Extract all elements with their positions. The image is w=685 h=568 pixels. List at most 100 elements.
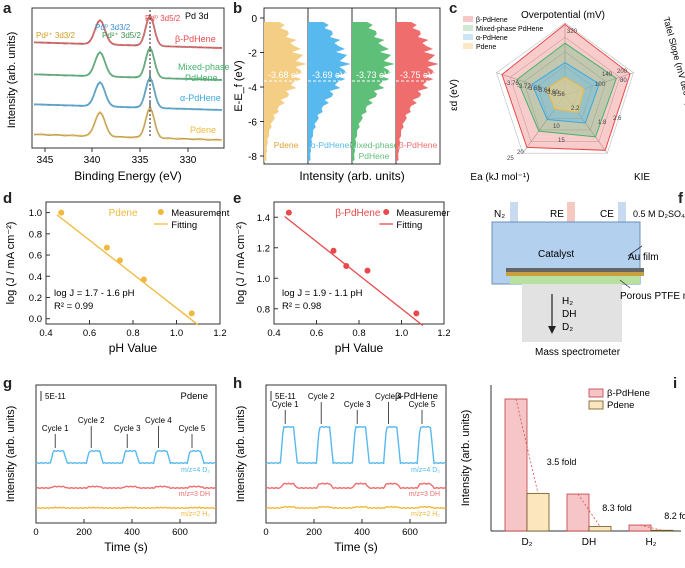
y-axis-label: log (J / mA cm⁻²) xyxy=(5,222,17,305)
data-point xyxy=(103,244,110,251)
y-tick-label: -2 xyxy=(248,49,257,60)
y-tick-label: 1.0 xyxy=(257,274,270,285)
x-axis-label: Time (s) xyxy=(104,540,148,554)
cycle-label: Cycle 2 xyxy=(78,416,105,425)
panel-label: h xyxy=(233,375,243,392)
ptfe-membrane xyxy=(510,276,640,284)
radar-tick-label: -3.64 xyxy=(537,88,551,94)
band-name: Mixed-phase xyxy=(350,140,399,150)
radar-tick-label: 100 xyxy=(595,82,606,88)
gas-label: DH xyxy=(562,309,576,320)
panel-c: c 320 80 100 2.2 1.8 10 15 -3.72 -3.68 -3.64 -3.60… xyxy=(445,0,685,185)
membrane-label: Porous PTFE membrane xyxy=(620,291,685,302)
radar-tick-label: 10 xyxy=(553,124,560,130)
y-tick-label: 0.4 xyxy=(29,272,42,283)
band-name: PdHene xyxy=(359,151,390,161)
x-tick-label: 345 xyxy=(37,155,54,166)
ms-trace xyxy=(35,449,217,465)
plot-frame xyxy=(265,384,447,524)
y-tick-label: 1.2 xyxy=(257,243,270,254)
r-squared: R² = 0.99 xyxy=(54,301,93,312)
radar-tick-label: -3.56 xyxy=(551,92,565,98)
sample-label: Pdene xyxy=(190,125,216,135)
radar-tick-label: -3.60 xyxy=(545,90,559,96)
spectrum-fit xyxy=(34,76,223,111)
trace-label: m/z=2 H₂ xyxy=(181,511,210,518)
data-point xyxy=(188,310,195,317)
data-point xyxy=(140,276,147,283)
bar xyxy=(650,529,674,532)
x-tick-label: 1.2 xyxy=(213,328,226,339)
radar-tick-label: -3.76 xyxy=(505,81,519,87)
n2-inlet xyxy=(510,202,518,226)
legend-swatch xyxy=(463,34,473,40)
x-axis-label: pH Value xyxy=(335,341,384,355)
x-tick-label: 340 xyxy=(84,155,101,166)
cycle-label: Cycle 1 xyxy=(42,424,69,433)
radar-axis-label: Ea (kJ mol⁻¹) xyxy=(470,172,529,183)
y-tick-label: 1.4 xyxy=(257,213,270,224)
x-tick-label: 0.4 xyxy=(267,328,280,339)
data-point xyxy=(343,263,350,270)
spectrum-fit xyxy=(34,14,223,49)
radar-tick-label: 25 xyxy=(507,156,514,162)
panel-label: a xyxy=(3,0,12,17)
y-tick-label: 0.8 xyxy=(257,304,270,315)
sample-label: α-PdHene xyxy=(180,93,221,103)
x-category-label: H₂ xyxy=(645,537,656,548)
y-tick-label: -4 xyxy=(248,83,257,94)
spectrum-raw xyxy=(33,107,221,141)
dos-band xyxy=(308,22,351,162)
tafel-ph-plot-pdene: 0.4 0.6 0.8 1.0 1.2 0.0 0.2 0.4 0.6 0.8 1.0 pH Valu… xyxy=(5,201,230,355)
ms-trace xyxy=(35,506,217,510)
fit-line xyxy=(284,215,424,327)
radar-tick-label: 2.2 xyxy=(571,106,580,112)
legend-swatch xyxy=(463,25,473,31)
radar-tick-label: 20 xyxy=(517,150,524,156)
y-axis-label: E-E_f (eV) xyxy=(233,60,245,111)
cycle-label: Cycle 2 xyxy=(308,392,335,401)
x-axis-label: Binding Energy (eV) xyxy=(74,169,181,183)
ms-trace xyxy=(265,425,447,465)
panel-i: i Intensity (arb. units) D₂ 3.5 fold DH 8.3 … xyxy=(455,375,685,563)
x-tick-label: 0.4 xyxy=(39,328,52,339)
fold-label: 8.2 fold xyxy=(664,511,685,521)
panel-a: a Pd 3d 345 340 335 330 Binding Energy (eV)… xyxy=(0,0,230,185)
legend-swatch xyxy=(588,400,604,410)
radar-ring xyxy=(509,37,621,142)
sample-label: PdHene xyxy=(185,73,218,83)
bar xyxy=(526,492,550,532)
y-axis-label: Intensity (arb. units) xyxy=(460,410,472,507)
panel-h: h 0 200 400 600 Time (s) Intensity (arb. unit… xyxy=(230,375,455,563)
dband-plot: 0 -2 -4 -6 -8 E-E_f (eV) Intensity (arb. uni… xyxy=(233,7,441,183)
sample-label: β-PdHene xyxy=(175,34,216,44)
legend-label: Pdene xyxy=(607,400,634,411)
fold-arrow xyxy=(577,493,601,527)
dband-center-label: -3.68 eV xyxy=(268,70,302,80)
spectrum-raw xyxy=(33,47,221,81)
y-axis-label: log (J / mA cm⁻²) xyxy=(235,222,247,305)
bar xyxy=(566,493,590,532)
radar-tick-label: 80 xyxy=(620,78,627,84)
y-tick-label: 1.0 xyxy=(29,208,42,219)
dos-band xyxy=(352,22,395,162)
legend-marker xyxy=(157,209,164,215)
y-tick-label: 0.8 xyxy=(29,229,42,240)
cycle-label: Cycle 1 xyxy=(272,400,299,409)
sample-label: β-PdHene xyxy=(395,391,438,402)
data-point xyxy=(413,310,420,317)
panel-b: b 0 -2 -4 -6 -8 E-E_f (eV) Intensity (arb. u… xyxy=(230,0,445,185)
legend-label: β-PdHene xyxy=(476,17,508,24)
peak-label: Pd²⁺ 3d3/2 xyxy=(36,31,75,40)
band-name: β-PdHene xyxy=(399,140,438,150)
gas-label: D₂ xyxy=(562,322,573,333)
y-axis-label: Intensity (arb. units) xyxy=(5,406,17,503)
trace-label: m/z=4 D₂ xyxy=(181,467,210,474)
x-tick-label: 600 xyxy=(402,527,418,538)
panel-label: f xyxy=(678,190,683,207)
x-tick-label: 1.2 xyxy=(437,328,450,339)
x-tick-label: 335 xyxy=(132,155,149,166)
dos-band xyxy=(396,22,439,162)
radar-axis-label: KIE xyxy=(634,172,650,183)
spectrum-raw xyxy=(33,77,221,111)
